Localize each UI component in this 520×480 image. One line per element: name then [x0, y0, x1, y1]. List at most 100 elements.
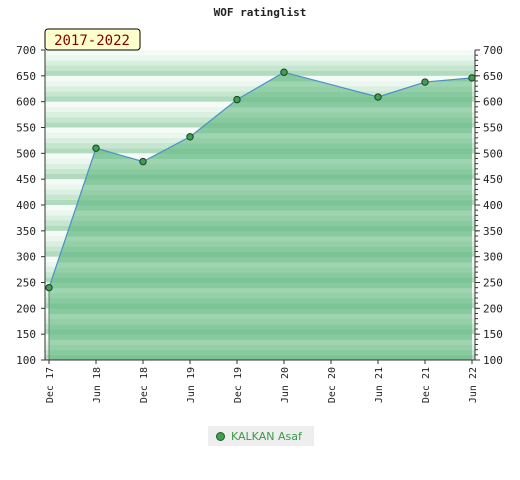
area-band — [49, 194, 472, 201]
area-band — [49, 189, 472, 196]
area-band — [49, 267, 472, 273]
area-band — [49, 179, 472, 185]
y-tick-label-right: 650 — [483, 70, 503, 83]
legend: KALKAN Asaf — [208, 426, 314, 446]
x-tick-label: Dec 18 — [139, 367, 150, 403]
y-tick-label-right: 250 — [483, 277, 503, 290]
x-tick-label: Dec 20 — [327, 367, 338, 403]
x-tick-label: Jun 22 — [468, 367, 479, 403]
data-point — [92, 144, 100, 152]
x-tick-label: Jun 20 — [280, 367, 291, 403]
background-band — [45, 65, 475, 71]
y-tick-label-left: 500 — [16, 147, 36, 160]
area-band — [49, 308, 472, 314]
y-tick-label-right: 100 — [483, 354, 503, 367]
area-band — [49, 132, 472, 139]
area-band — [49, 323, 472, 330]
y-tick-label-right: 350 — [483, 225, 503, 238]
data-point — [421, 78, 429, 86]
area-band — [49, 199, 472, 206]
y-tick-label-right: 200 — [483, 302, 503, 315]
y-tick-label-left: 350 — [16, 225, 36, 238]
area-band — [49, 318, 472, 325]
y-tick-label-right: 550 — [483, 122, 503, 135]
background-band — [45, 75, 475, 81]
period-badge-label: 2017-2022 — [54, 33, 130, 49]
x-tick-label: Dec 17 — [45, 367, 56, 403]
y-tick-label-left: 200 — [16, 302, 36, 315]
area-band — [49, 96, 472, 103]
background-band — [45, 81, 475, 87]
area-band — [49, 117, 472, 123]
area-band — [49, 106, 472, 113]
data-point — [186, 133, 194, 141]
y-tick-label-left: 650 — [16, 70, 36, 83]
chart-title: WOF ratinglist — [213, 6, 307, 19]
area-band — [49, 313, 472, 320]
area-band — [49, 246, 472, 252]
area-band — [49, 282, 472, 289]
area-band — [49, 251, 472, 258]
area-band — [49, 334, 472, 340]
y-tick-label-left: 400 — [16, 199, 36, 212]
y-tick-label-right: 150 — [483, 328, 503, 341]
data-point — [280, 68, 288, 76]
y-tick-label-right: 600 — [483, 96, 503, 109]
area-band — [49, 236, 472, 242]
area-band — [49, 137, 472, 144]
x-tick-label: Jun 21 — [374, 367, 385, 403]
y-tick-label-left: 300 — [16, 251, 36, 264]
area-band — [49, 101, 472, 108]
area-band — [49, 112, 472, 118]
area-band — [49, 205, 472, 211]
y-tick-label-right: 450 — [483, 173, 503, 186]
area-band — [49, 210, 472, 216]
area-band — [49, 344, 472, 351]
area-band — [49, 339, 472, 345]
area-band — [49, 174, 472, 180]
y-tick-label-left: 150 — [16, 328, 36, 341]
y-tick-label-right: 400 — [483, 199, 503, 212]
area-band — [49, 292, 472, 299]
x-tick-label: Dec 21 — [421, 367, 432, 403]
background-band — [45, 55, 475, 61]
area-band — [49, 261, 472, 268]
y-tick-label-right: 700 — [483, 44, 503, 57]
area-band — [49, 153, 472, 159]
y-tick-label-right: 500 — [483, 147, 503, 160]
y-tick-label-left: 250 — [16, 277, 36, 290]
area-band — [49, 86, 472, 92]
y-tick-label-right: 300 — [483, 251, 503, 264]
y-tick-label-left: 550 — [16, 122, 36, 135]
background-band — [45, 60, 475, 66]
background-band — [45, 50, 475, 56]
area-band — [49, 230, 472, 237]
area-band — [49, 143, 472, 149]
data-point — [233, 95, 241, 104]
area-band — [49, 287, 472, 294]
x-tick-label: Jun 18 — [92, 367, 103, 403]
data-point — [139, 157, 147, 166]
area-band — [49, 127, 472, 134]
area-band — [49, 225, 472, 232]
area-band — [49, 168, 472, 175]
legend-label: KALKAN Asaf — [231, 429, 302, 443]
area-band — [49, 122, 472, 128]
area-band — [49, 277, 472, 283]
y-tick-label-left: 100 — [16, 354, 36, 367]
area-band — [49, 272, 472, 278]
area-band — [49, 298, 472, 304]
area-band — [49, 148, 472, 154]
y-tick-label-left: 700 — [16, 44, 36, 57]
area-band — [49, 220, 472, 227]
legend-marker-icon — [216, 431, 225, 441]
area-band — [49, 256, 472, 263]
data-point — [468, 74, 476, 82]
area-band — [49, 354, 472, 360]
x-tick-label: Jun 19 — [186, 367, 197, 403]
area-band — [49, 349, 472, 356]
area-band — [49, 329, 472, 335]
data-point — [374, 93, 382, 101]
background-band — [45, 70, 475, 76]
